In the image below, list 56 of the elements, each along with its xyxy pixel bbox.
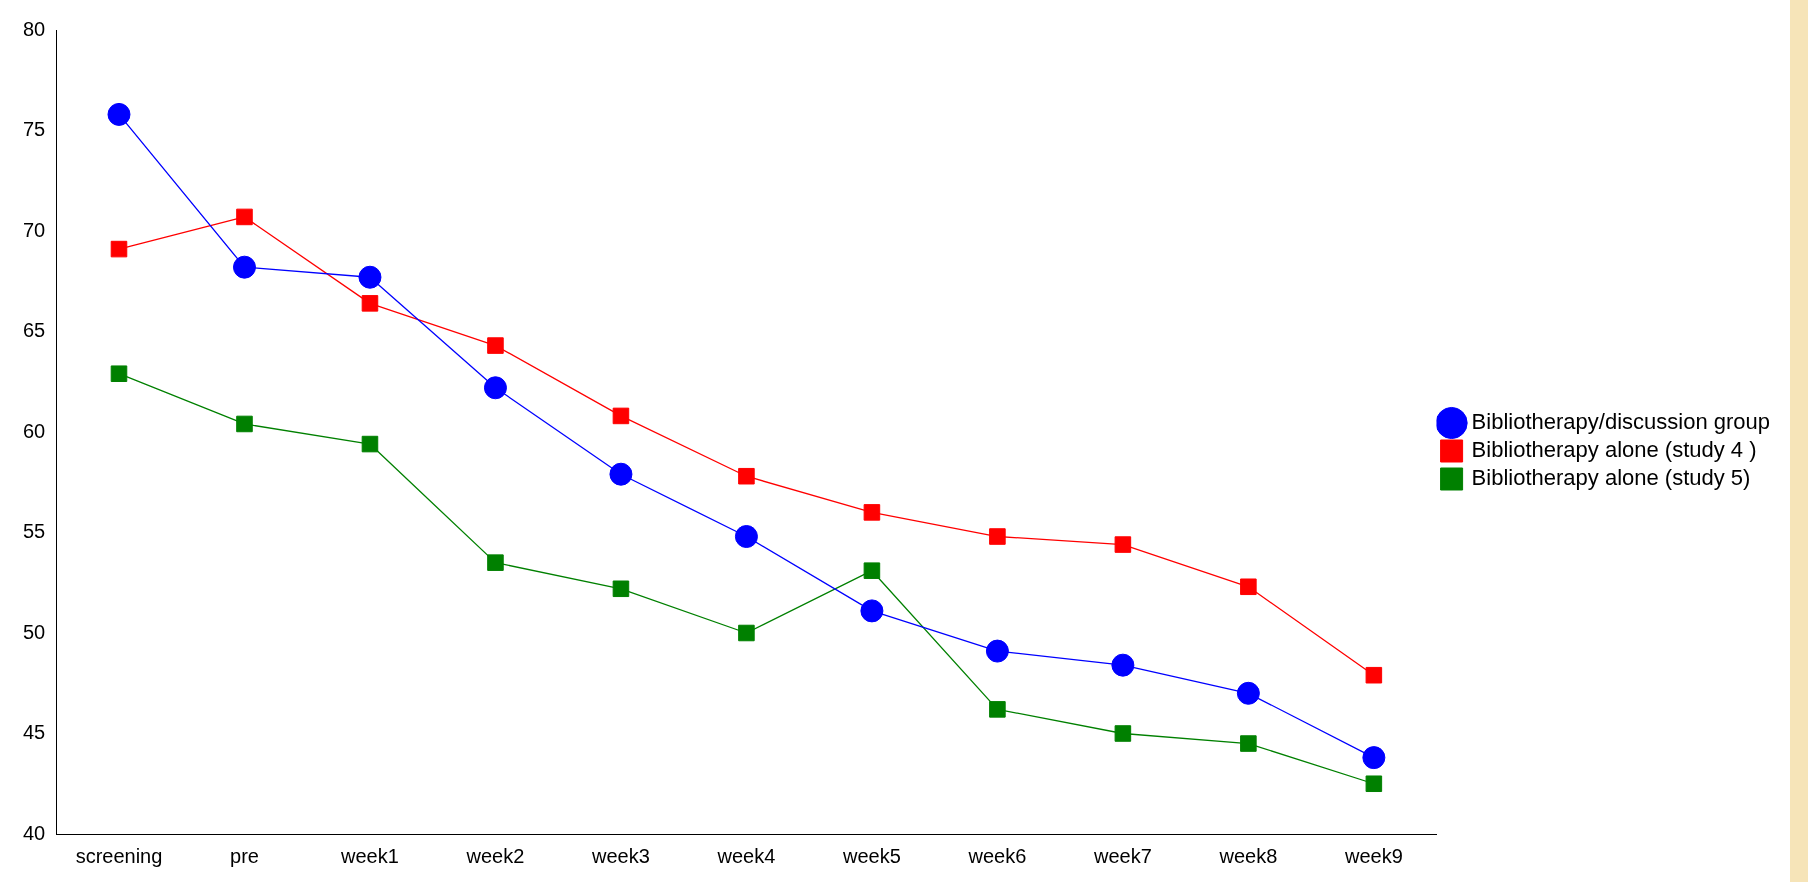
y-tick-label: 75: [23, 118, 46, 141]
point: [863, 504, 881, 521]
point: [487, 554, 504, 571]
point: [361, 295, 379, 312]
legend-label: Bibliotherapy alone (study 5): [1471, 465, 1751, 491]
x-tick-label: week2: [465, 844, 525, 867]
point: [1111, 653, 1135, 677]
x-tick-label: week8: [1218, 844, 1278, 867]
point: [483, 376, 507, 400]
y-tick-label: 80: [23, 17, 46, 40]
x-tick-label: pre: [230, 844, 259, 867]
point: [1240, 578, 1257, 596]
x-tick-label: week3: [591, 844, 650, 867]
point: [738, 467, 755, 485]
point: [989, 701, 1006, 718]
point: [1362, 746, 1386, 770]
point: [863, 562, 881, 579]
y-tick-label: 45: [23, 721, 46, 744]
point: [236, 415, 253, 433]
y-tick-label: 55: [23, 520, 46, 543]
point: [1365, 775, 1383, 793]
point: [236, 208, 253, 226]
point: [612, 580, 630, 598]
x-tick-label: screening: [75, 844, 163, 867]
point: [609, 462, 633, 486]
x-tick-label: week5: [842, 844, 901, 867]
point: [107, 102, 131, 126]
point: [612, 407, 630, 425]
point: [989, 528, 1006, 545]
y-tick-label: 40: [23, 821, 46, 844]
y-tick-label: 50: [23, 620, 46, 643]
x-tick-label: week7: [1092, 844, 1152, 867]
x-tick-label: week6: [967, 844, 1027, 867]
point: [1240, 735, 1257, 752]
point: [985, 639, 1009, 663]
point: [232, 255, 256, 279]
x-tick-label: week9: [1343, 844, 1403, 867]
point: [1236, 681, 1260, 705]
x-tick-label: week1: [340, 844, 399, 867]
point: [734, 525, 758, 549]
point: [110, 365, 128, 382]
y-tick-label: 60: [23, 419, 46, 442]
point: [1114, 536, 1132, 553]
point: [487, 337, 504, 354]
point: [1365, 666, 1383, 684]
point: [110, 240, 128, 258]
y-tick-label: 65: [23, 319, 46, 342]
point: [738, 624, 755, 642]
point: [361, 435, 379, 453]
legend-label: Bibliotherapy alone (study 4 ): [1471, 437, 1757, 463]
legend-label: Bibliotherapy/discussion group: [1471, 409, 1771, 435]
y-tick-label: 70: [23, 218, 46, 241]
point: [1114, 725, 1132, 742]
point: [358, 265, 382, 289]
point: [860, 599, 884, 623]
x-tick-label: week4: [716, 844, 776, 867]
